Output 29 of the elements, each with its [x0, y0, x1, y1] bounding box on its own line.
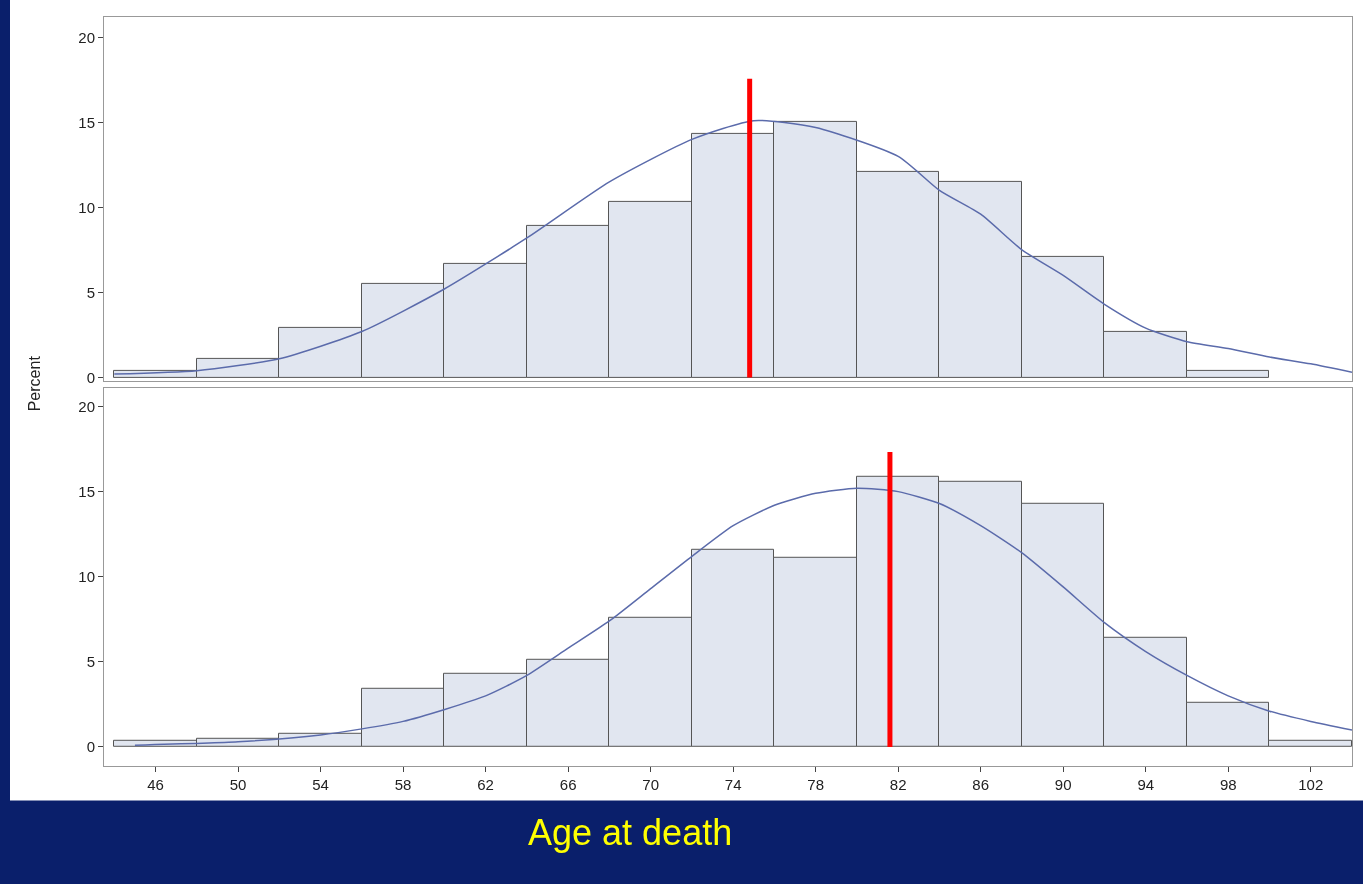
- y-tick-label: 5: [86, 283, 95, 301]
- x-tick-label: 74: [724, 775, 742, 793]
- x-tick-label: 50: [229, 775, 247, 793]
- x-tick-label: 66: [559, 775, 577, 793]
- x-tick-label: 98: [1219, 775, 1237, 793]
- x-tick-label: 90: [1054, 775, 1072, 793]
- y-tick-label: 20: [78, 397, 95, 415]
- x-tick-label: 82: [889, 775, 907, 793]
- y-tick-label: 5: [86, 653, 95, 671]
- y-tick-label: 10: [78, 198, 95, 216]
- y-tick-label: 20: [78, 28, 95, 46]
- y-tick-label: 15: [78, 113, 95, 131]
- x-tick-label: 62: [477, 775, 494, 793]
- x-tick-label: 46: [147, 775, 164, 793]
- x-axis-title: Age at death: [528, 812, 733, 853]
- x-tick-label: 86: [972, 775, 990, 793]
- line-series: [113, 119, 1352, 375]
- x-tick-label: 94: [1137, 775, 1155, 793]
- x-tick-label: 58: [394, 775, 412, 793]
- x-tick-label: 70: [642, 775, 659, 793]
- y-tick-label: 0: [86, 738, 95, 756]
- x-tick-label: 54: [312, 775, 329, 793]
- y-tick-label: 10: [78, 567, 95, 585]
- x-tick-label: 78: [807, 775, 825, 793]
- y-tick-label: 15: [78, 482, 95, 500]
- line-series: [134, 487, 1352, 746]
- x-tick-label: 102: [1298, 775, 1324, 793]
- y-tick-label: 0: [86, 368, 95, 386]
- y-axis-title: Percent: [25, 355, 43, 412]
